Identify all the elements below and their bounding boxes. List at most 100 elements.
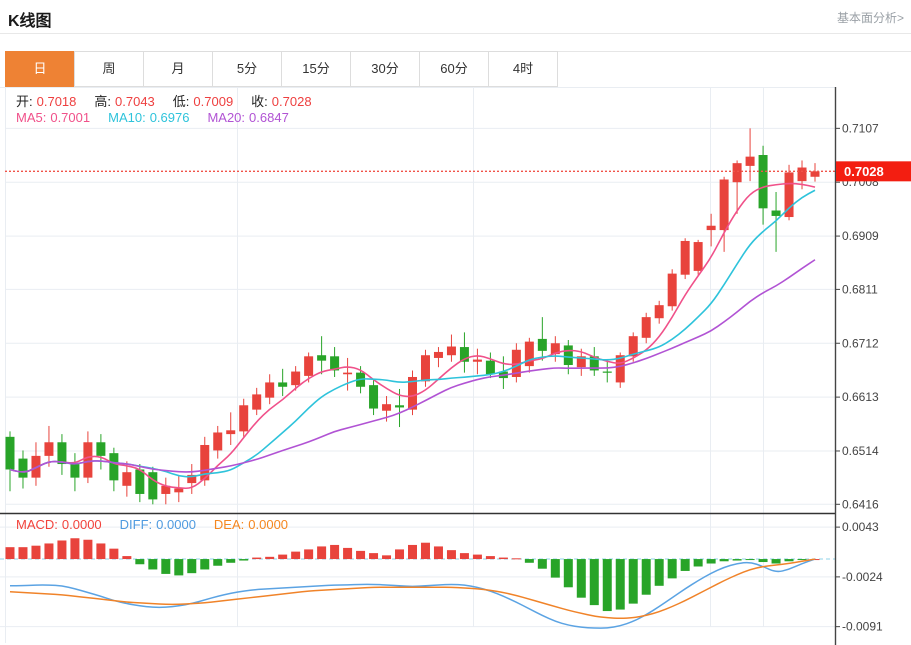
candle-body: [304, 356, 314, 376]
kline-chart-canvas[interactable]: 0.71070.70080.69090.68110.67120.66130.65…: [0, 87, 911, 645]
macd-histogram-bar: [472, 554, 482, 560]
current-price-tag: [836, 161, 911, 182]
main-axis-label: 0.6811: [842, 282, 878, 296]
macd-histogram-bar: [602, 559, 612, 612]
ma10-line: [9, 189, 816, 478]
macd-histogram-bar: [109, 548, 119, 560]
tabbar-filler: [558, 51, 911, 52]
macd-histogram-bar: [135, 559, 145, 565]
macd-histogram-bar: [317, 546, 327, 560]
candle-body: [395, 405, 405, 408]
macd-histogram-bar: [511, 558, 521, 560]
macd-histogram-bar: [537, 559, 547, 569]
candle-body: [174, 488, 184, 493]
main-axis-label: 0.6514: [842, 444, 879, 458]
macd-histogram-bar: [44, 543, 54, 560]
candle-body: [758, 155, 768, 209]
macd-histogram-bar: [446, 550, 456, 560]
candle-body: [615, 355, 625, 383]
current-price-tag-label: 0.7028: [844, 164, 884, 179]
macd-histogram-bar: [356, 550, 366, 560]
macd-histogram-bar: [615, 559, 625, 610]
macd-histogram-bar: [31, 545, 41, 560]
macd-histogram-bar: [187, 559, 197, 574]
macd-axis-label: 0.0043: [842, 520, 879, 534]
diff-line: [9, 558, 816, 629]
tab-15分[interactable]: 15分: [281, 51, 351, 87]
tab-4时[interactable]: 4时: [488, 51, 558, 87]
macd-histogram-bar: [589, 559, 599, 606]
macd-histogram-bar: [498, 557, 508, 560]
candle-body: [161, 485, 171, 494]
candle-body: [719, 179, 729, 231]
candle-body: [148, 472, 158, 500]
tab-30分[interactable]: 30分: [350, 51, 420, 87]
page-title: K线图: [8, 13, 52, 30]
candle-body: [732, 163, 742, 183]
macd-histogram-bar: [524, 559, 534, 563]
candle-body: [563, 345, 573, 366]
tab-60分[interactable]: 60分: [419, 51, 489, 87]
candle-body: [187, 474, 197, 484]
main-axis-label: 0.6712: [842, 336, 879, 350]
tab-月[interactable]: 月: [143, 51, 213, 87]
macd-histogram-bar: [563, 559, 573, 588]
macd-histogram-bar: [667, 559, 677, 579]
macd-histogram-bar: [304, 549, 314, 560]
tab-5分[interactable]: 5分: [212, 51, 282, 87]
macd-histogram-bar: [433, 546, 443, 560]
macd-histogram-bar: [278, 554, 288, 560]
candle-body: [122, 472, 132, 486]
candle-body: [278, 382, 288, 387]
macd-histogram-bar: [485, 556, 495, 560]
macd-histogram-bar: [226, 559, 236, 563]
macd-histogram-bar: [628, 559, 638, 604]
macd-histogram-bar: [576, 559, 586, 598]
candle-body: [771, 210, 781, 216]
candle-body: [576, 356, 586, 368]
macd-histogram-bar: [148, 559, 158, 570]
candle-body: [109, 453, 119, 481]
candle-body: [433, 351, 443, 358]
candle-body: [524, 341, 534, 367]
macd-histogram-bar: [771, 559, 781, 564]
macd-histogram-bar: [745, 559, 755, 561]
macd-histogram-bar: [122, 556, 132, 560]
interval-tabbar: 日周月 5分 15分 30分 60分 4时: [5, 51, 911, 87]
candle-body: [693, 242, 703, 271]
macd-histogram-bar: [641, 559, 651, 595]
candle-body: [343, 372, 353, 375]
candle-body: [745, 156, 755, 166]
fundamental-analysis-link[interactable]: 基本面分析>: [836, 11, 904, 25]
macd-histogram-bar: [96, 543, 106, 560]
candle-body: [784, 172, 794, 218]
macd-histogram-bar: [459, 553, 469, 560]
macd-histogram-bar: [654, 559, 664, 586]
macd-axis-label: -0.0091: [842, 620, 883, 634]
candle-body: [226, 430, 236, 435]
candle-body: [330, 356, 340, 371]
candle-body: [485, 360, 495, 375]
tab-周[interactable]: 周: [74, 51, 144, 87]
tab-日[interactable]: 日: [5, 51, 75, 87]
main-axis-label: 0.6416: [842, 497, 879, 511]
macd-histogram-bar: [420, 542, 430, 560]
ma20-line: [9, 259, 816, 473]
candle-body: [420, 355, 430, 382]
macd-histogram-bar: [719, 559, 729, 562]
macd-histogram-bar: [784, 559, 794, 562]
macd-histogram-bar: [57, 540, 67, 560]
macd-histogram-bar: [330, 544, 340, 560]
macd-histogram-bar: [18, 547, 28, 560]
macd-axis-label: -0.0024: [842, 570, 883, 584]
macd-histogram-bar: [680, 559, 690, 571]
candle-body: [446, 346, 456, 356]
candle-body: [135, 469, 145, 494]
candle-body: [706, 225, 716, 231]
macd-histogram-bar: [758, 559, 768, 563]
candle-body: [83, 442, 93, 478]
dea-line: [9, 558, 816, 620]
macd-histogram-bar: [174, 559, 184, 576]
kline-chart-area: 0.7107 0.7008 0.6909 0.6811 0.6712 0.6613 0.65…: [0, 87, 911, 645]
page-header: K线图 基本面分析>: [0, 0, 911, 34]
